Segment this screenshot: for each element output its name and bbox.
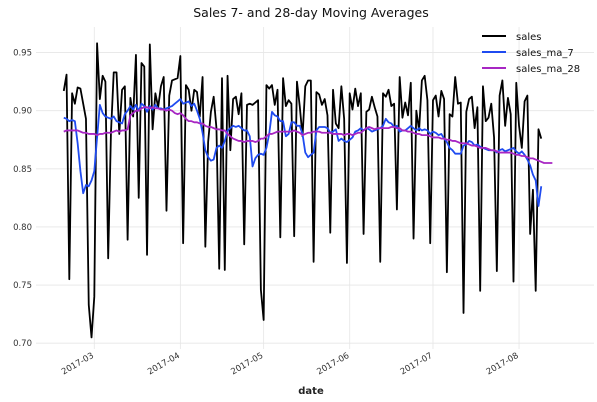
series-line-sales [62, 42, 543, 339]
x-axis-label: date [298, 386, 324, 397]
y-tick-label: 0.85 [13, 165, 32, 175]
series-line-sales-ma-7 [63, 98, 543, 207]
x-tick-label: 2017-05 [229, 351, 265, 377]
series-lines [62, 42, 553, 339]
x-tick-label: 2017-07 [399, 351, 435, 377]
x-tick-label: 2017-03 [60, 351, 96, 377]
legend: sales sales_ma_7 sales_ma_28 [482, 32, 580, 75]
x-tick-label: 2017-08 [485, 351, 521, 377]
legend-label: sales_ma_7 [516, 48, 574, 59]
x-tick-label: 2017-04 [146, 351, 182, 377]
x-tick-label: 2017-06 [315, 351, 351, 377]
y-tick-label: 0.75 [13, 281, 32, 291]
y-axis-ticks: 0.70 0.75 0.80 0.85 0.90 0.95 [13, 49, 32, 350]
y-tick-label: 0.95 [13, 49, 32, 59]
x-axis-ticks: 2017-03 2017-04 2017-05 2017-06 2017-07 2017-… [60, 351, 521, 377]
y-tick-label: 0.90 [13, 107, 32, 117]
legend-label: sales_ma_28 [516, 64, 580, 75]
series-line-sales-ma-28 [63, 106, 553, 164]
y-tick-label: 0.70 [13, 339, 32, 349]
y-tick-label: 0.80 [13, 223, 32, 233]
chart-title: Sales 7- and 28-day Moving Averages [193, 5, 429, 20]
legend-label: sales [516, 32, 541, 43]
